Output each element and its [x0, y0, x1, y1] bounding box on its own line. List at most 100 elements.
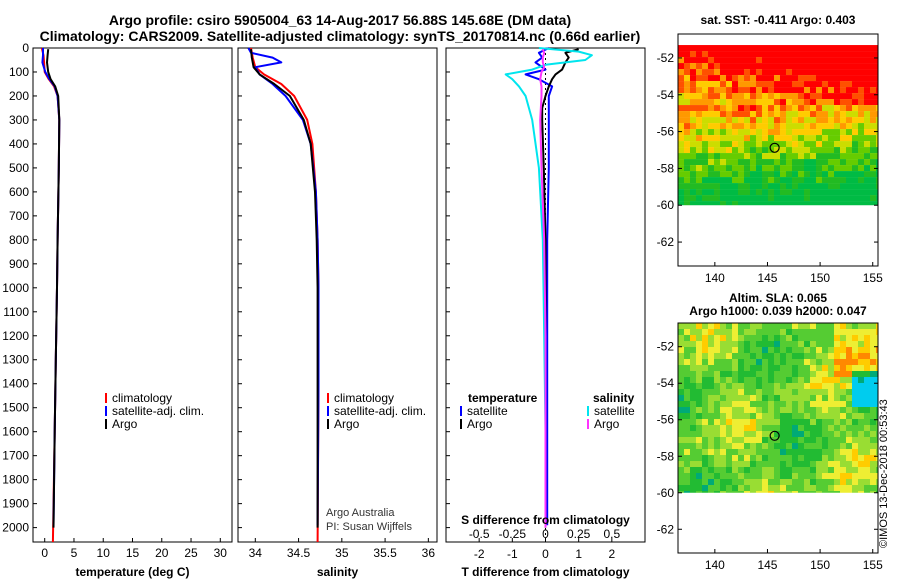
sst-map-title: sat. SST: -0.411 Argo: 0.403 — [700, 13, 856, 27]
sst-map-cell — [774, 111, 780, 118]
sst-map-cell — [780, 147, 786, 154]
sla-map-cell — [798, 389, 804, 395]
sla-map-cell — [834, 395, 840, 401]
sla-map-cell — [816, 419, 822, 425]
sst-map-cell — [678, 51, 684, 58]
sla-map-cell — [744, 473, 750, 479]
sla-map-cell — [786, 365, 792, 371]
sla-map-cell — [678, 449, 684, 455]
sst-map-cell — [840, 201, 846, 206]
sst-map-cell — [726, 63, 732, 70]
sst-map-cell — [810, 147, 816, 154]
figure-title-line1: Argo profile: csiro 5905004_63 14-Aug-20… — [108, 12, 572, 28]
sst-map-cell — [786, 93, 792, 100]
sst-map-cell — [816, 75, 822, 82]
sst-map-cell — [726, 123, 732, 130]
sla-map-cell — [678, 347, 684, 353]
sst-map-cell — [690, 129, 696, 136]
sla-map-cell — [858, 365, 864, 371]
depth-tick-label: 0 — [22, 41, 29, 55]
sla-map-cell — [864, 473, 870, 479]
sla-map-cell — [798, 401, 804, 407]
sla-map-cell — [870, 455, 876, 461]
sst-map-cell — [852, 63, 858, 70]
sst-map-cell — [804, 57, 810, 64]
sst-map-cell — [750, 81, 756, 88]
sla-map-cell — [870, 419, 876, 425]
sla-map-cell — [840, 407, 846, 413]
sla-map-cell — [816, 365, 822, 371]
sst-map-cell — [870, 129, 876, 136]
sst-map-cell — [792, 69, 798, 76]
sla-map-cell — [750, 437, 756, 443]
sst-map-cell — [732, 171, 738, 178]
sla-map-cell — [744, 431, 750, 437]
sla-map-cell — [822, 365, 828, 371]
sst-map-cell — [726, 195, 732, 202]
sla-map-cell — [840, 383, 846, 389]
sla-map-cell — [780, 425, 786, 431]
sla-map-cell — [774, 347, 780, 353]
sla-map-cell — [876, 395, 878, 401]
sla-map-cell — [732, 347, 738, 353]
sla-map-cell — [762, 407, 768, 413]
sst-map-cell — [738, 93, 744, 100]
sla-map-cell — [828, 389, 834, 395]
sst-map-cell — [864, 69, 870, 76]
sla-map-cell — [846, 473, 852, 479]
sst-map-cell — [792, 45, 798, 52]
sla-map-cell — [816, 431, 822, 437]
sst-map-cell — [852, 81, 858, 88]
sla-map-cell — [864, 353, 870, 359]
sst-map-cell — [846, 195, 852, 202]
sst-map-cell — [816, 69, 822, 76]
sla-map-cell — [678, 443, 684, 449]
sst-map-cell — [780, 45, 786, 52]
sst-map-cell — [792, 129, 798, 136]
sla-map-cell — [720, 413, 726, 419]
sla-map-cell — [792, 431, 798, 437]
sla-map-cell — [708, 437, 714, 443]
sla-map-cell — [744, 359, 750, 365]
sla-map-cell — [822, 401, 828, 407]
sst-map-cell — [876, 153, 878, 160]
sst-map-cell — [726, 111, 732, 118]
sst-map-cell — [858, 51, 864, 58]
sla-map-cell — [798, 449, 804, 455]
sst-map-cell — [852, 165, 858, 172]
sla-map-cell — [774, 383, 780, 389]
sst-map-cell — [852, 99, 858, 106]
sst-map-cell — [714, 111, 720, 118]
sla-map-cell — [846, 461, 852, 467]
sst-map-cell — [810, 45, 816, 52]
difference-s-xtick-label: -0.5 — [469, 527, 490, 541]
sla-map-cell — [774, 365, 780, 371]
sla-map-cell — [678, 479, 684, 485]
sst-map-cell — [780, 165, 786, 172]
salinity-legend-label-0: climatology — [334, 391, 394, 405]
sla-map-cell — [786, 335, 792, 341]
sla-map-cell — [726, 401, 732, 407]
sst-map-cell — [810, 159, 816, 166]
sla-map-cell — [780, 347, 786, 353]
sst-map-cell — [762, 51, 768, 58]
sst-map-cell — [804, 135, 810, 142]
sst-map-cell — [684, 123, 690, 130]
sla-map-cell — [798, 365, 804, 371]
sst-map-cell — [822, 87, 828, 94]
sla-map-cell — [804, 335, 810, 341]
sla-map-cell — [702, 389, 708, 395]
sla-map-cell — [750, 341, 756, 347]
sla-map-cell — [726, 443, 732, 449]
sst-map-cell — [786, 135, 792, 142]
sst-map-cell — [840, 51, 846, 58]
sla-map-cell — [852, 443, 858, 449]
sla-map-cell — [750, 359, 756, 365]
sla-map-cell — [690, 485, 696, 491]
sla-map-cell — [846, 383, 852, 389]
sla-map-cell — [846, 389, 852, 395]
depth-tick-label: 1200 — [2, 329, 29, 343]
sst-map-cell — [696, 195, 702, 202]
sst-map-cell — [708, 81, 714, 88]
sla-map-cell — [768, 377, 774, 383]
